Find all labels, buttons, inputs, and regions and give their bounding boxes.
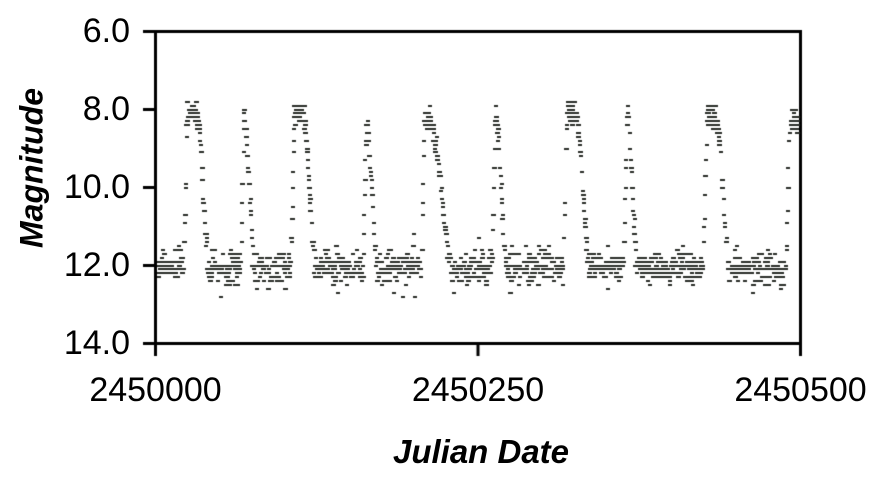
x-tick-label: 2450500 bbox=[734, 371, 867, 409]
x-axis-title: Julian Date bbox=[392, 433, 570, 470]
y-tick-label: 8.0 bbox=[82, 89, 130, 128]
x-tick-label: 2450000 bbox=[89, 371, 222, 409]
x-tick-label: 2450250 bbox=[411, 371, 545, 409]
y-tick-label: 10.0 bbox=[63, 167, 130, 206]
y-tick-label: 12.0 bbox=[63, 245, 130, 284]
y-tick-label: 6.0 bbox=[82, 11, 130, 50]
y-tick-label: 14.0 bbox=[63, 323, 130, 362]
